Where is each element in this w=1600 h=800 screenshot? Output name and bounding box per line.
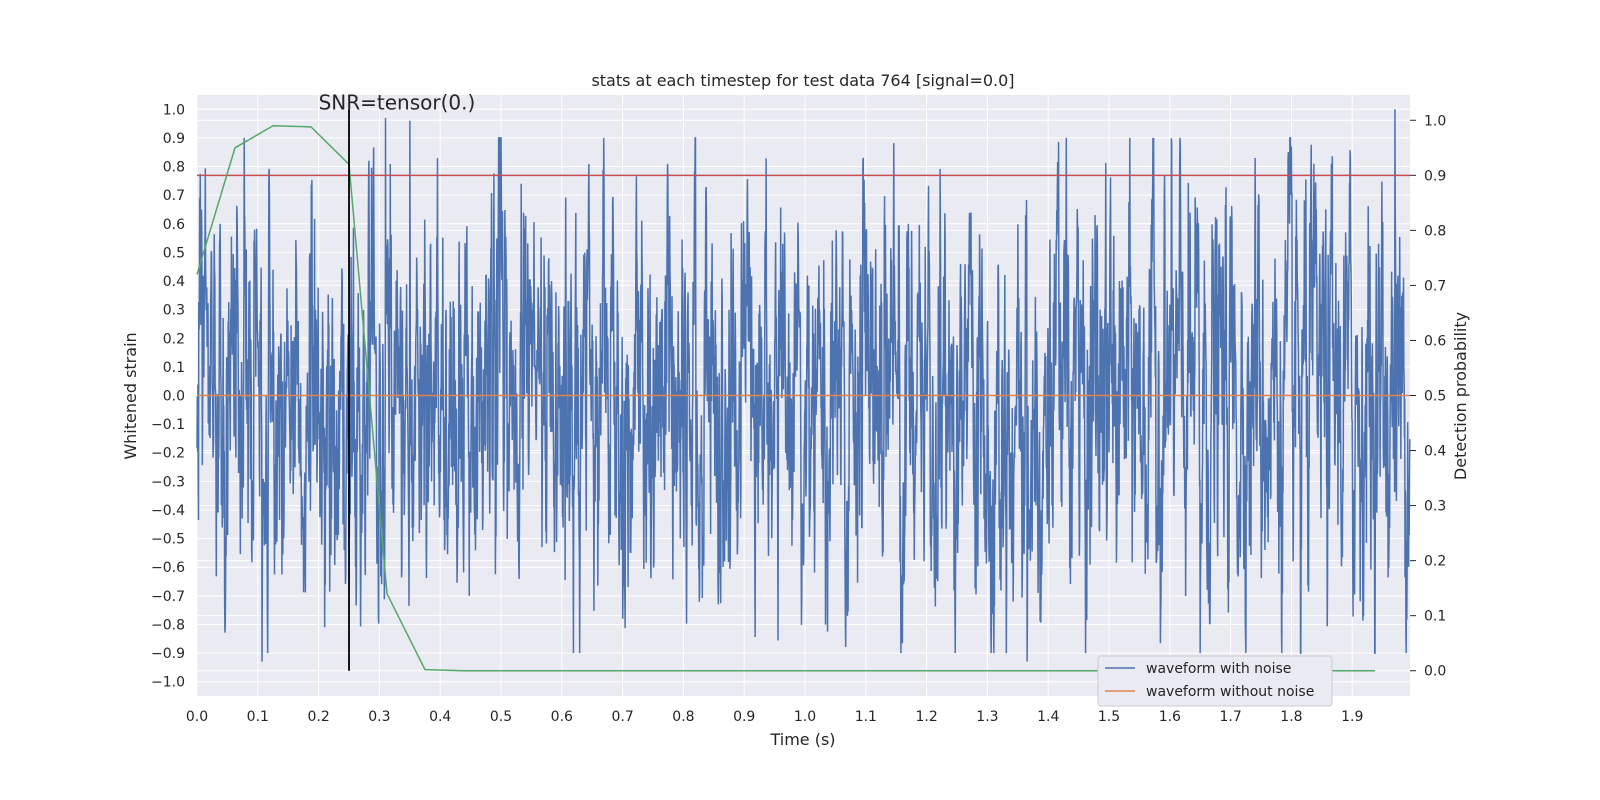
x-tick-label: 1.1 (855, 709, 877, 725)
y-tick-label: 0.2 (163, 331, 185, 347)
x-tick-label: 1.6 (1159, 709, 1181, 725)
x-tick-label: 1.9 (1341, 709, 1363, 725)
x-tick-label: 1.2 (915, 709, 937, 725)
x-tick-label: 0.7 (611, 709, 633, 725)
x-tick-label: 0.5 (490, 709, 512, 725)
y-tick-label: −0.8 (151, 617, 185, 633)
x-axis-title: Time (s) (769, 730, 835, 749)
series-layer (196, 109, 1411, 672)
y2-tick-label: 0.7 (1424, 278, 1446, 294)
y-tick-label: 0.3 (163, 303, 185, 319)
y-tick-label: −0.4 (151, 503, 185, 519)
x-tick-label: 0.1 (247, 709, 269, 725)
ticks-layer: 0.0 0.1 0.2 0.3 0.4 0.5 0.6 0.7 0.8 0.9 1.0 1.1 1.2 1… (151, 102, 1446, 725)
y-tick-label: −0.3 (151, 474, 185, 490)
y-tick-label: −1.0 (151, 675, 185, 691)
y-tick-label: −0.2 (151, 446, 185, 462)
x-tick-label: 1.5 (1098, 709, 1120, 725)
y-tick-label: −0.5 (151, 532, 185, 548)
legend-label-noise: waveform with noise (1146, 661, 1291, 677)
legend-box (1097, 655, 1333, 707)
x-tick-label: 1.8 (1280, 709, 1302, 725)
x-tick-label: 0.8 (672, 709, 694, 725)
y-tick-label: 0.6 (163, 217, 185, 233)
y-tick-label: 0.9 (163, 131, 185, 147)
detection-probability-line (196, 125, 1376, 672)
x-tick-label: 1.7 (1220, 709, 1242, 725)
x-tick-label: 0.9 (733, 709, 755, 725)
y2-tick-label: 1.0 (1424, 113, 1446, 129)
y2-tick-label: 0.9 (1424, 168, 1446, 184)
y2-tick-label: 0.6 (1424, 333, 1446, 349)
y2-tick-label: 0.8 (1424, 223, 1446, 239)
y2-tick-label: 0.5 (1424, 389, 1446, 405)
y-tick-label: −0.1 (151, 417, 185, 433)
y-tick-label: −0.7 (151, 589, 185, 605)
y2-tick-label: 0.3 (1424, 499, 1446, 515)
x-tick-label: 0.3 (368, 709, 390, 725)
x-tick-label: 0.0 (186, 709, 208, 725)
y-tick-label: −0.6 (151, 560, 185, 576)
y-tick-label: 1.0 (163, 102, 185, 118)
legend-label-clean: waveform without noise (1146, 684, 1314, 700)
y2-tick-label: 0.4 (1424, 444, 1446, 460)
x-tick-label: 0.6 (551, 709, 573, 725)
y-axis-title: Whitened strain (121, 332, 140, 459)
y2-tick-label: 0.1 (1424, 609, 1446, 625)
x-tick-label: 1.0 (794, 709, 816, 725)
waveform-with-noise-line (196, 109, 1411, 662)
snr-annotation: SNR=tensor(0.) (319, 90, 476, 114)
y2-tick-label: 0.2 (1424, 554, 1446, 570)
y-tick-label: −0.9 (151, 646, 185, 662)
y-tick-label: 0.1 (163, 360, 185, 376)
x-tick-label: 1.3 (976, 709, 998, 725)
y2-axis-title: Detection probability (1451, 312, 1470, 480)
x-tick-label: 0.2 (307, 709, 329, 725)
y-tick-label: 0.8 (163, 160, 185, 176)
y-tick-label: 0.0 (163, 389, 185, 405)
legend: waveform with noise waveform without noi… (1097, 655, 1333, 707)
y-tick-label: 0.7 (163, 188, 185, 204)
y-tick-label: 0.5 (163, 245, 185, 261)
y-tick-label: 0.4 (163, 274, 185, 290)
y2-tick-label: 0.0 (1424, 664, 1446, 680)
x-tick-label: 1.4 (1037, 709, 1059, 725)
chart-title: stats at each timestep for test data 764… (591, 71, 1014, 90)
x-tick-label: 0.4 (429, 709, 451, 725)
